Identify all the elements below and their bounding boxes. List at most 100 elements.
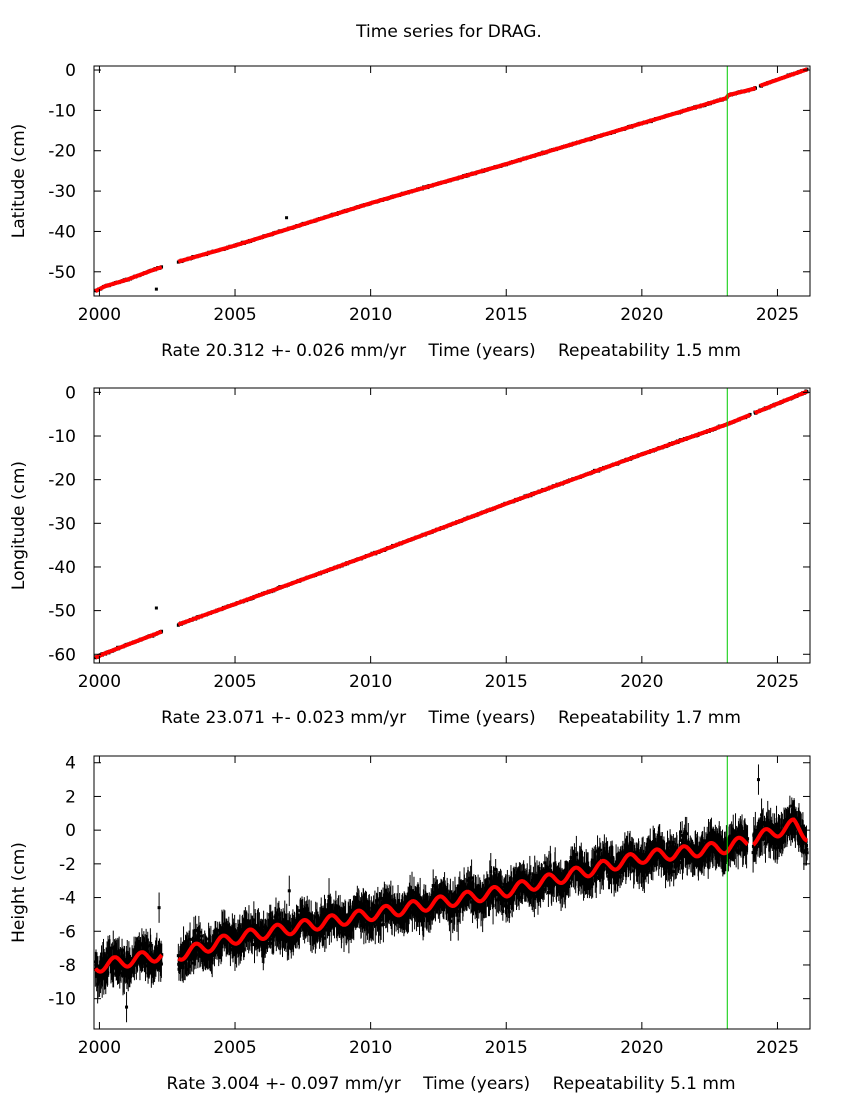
y-axis-label: Latitude (cm) xyxy=(9,124,29,239)
x-tick-label: 2015 xyxy=(485,672,528,692)
plot-frame xyxy=(93,65,811,297)
data-point xyxy=(325,924,329,928)
x-tick-label: 2000 xyxy=(78,672,121,692)
x-tick-label: 2025 xyxy=(756,672,799,692)
data-point xyxy=(212,953,216,957)
data-point xyxy=(182,941,186,945)
data-point xyxy=(323,936,327,940)
data-point xyxy=(410,889,414,893)
data-point xyxy=(373,904,377,908)
data-point xyxy=(119,971,123,975)
data-point xyxy=(143,941,147,945)
data-point xyxy=(413,912,417,916)
data-point xyxy=(268,937,272,941)
data-point xyxy=(396,920,400,924)
data-point xyxy=(362,905,366,909)
data-point xyxy=(187,964,191,968)
x-axis-label: Rate 23.071 +- 0.023 mm/yr Time (years) … xyxy=(161,708,741,728)
model-curve xyxy=(93,67,808,293)
x-tick-label: 2005 xyxy=(213,672,256,692)
rate-label: Rate 20.312 +- 0.026 mm/yr xyxy=(161,341,406,361)
data-point xyxy=(471,909,475,913)
data-point xyxy=(389,898,393,902)
data-point xyxy=(287,945,291,949)
data-point xyxy=(101,957,105,961)
data-point xyxy=(149,952,153,956)
data-point xyxy=(221,927,225,931)
data-point xyxy=(327,921,331,925)
data-point xyxy=(185,967,189,971)
data-point xyxy=(353,903,357,907)
data-point xyxy=(329,924,333,928)
data-point xyxy=(451,892,455,896)
x-tick-label: 2000 xyxy=(78,305,121,325)
data-point xyxy=(283,918,287,922)
data-point xyxy=(111,946,115,950)
data-point xyxy=(379,923,383,927)
data-point xyxy=(227,927,231,931)
data-point xyxy=(115,968,119,972)
y-tick-label: 0 xyxy=(65,383,76,403)
data-point xyxy=(446,908,450,912)
data-point xyxy=(272,929,276,933)
data-point xyxy=(194,928,198,932)
data-point xyxy=(299,925,303,929)
data-point xyxy=(125,956,129,960)
plot-frame xyxy=(93,387,811,664)
data-point xyxy=(191,938,195,942)
y-tick-label: 0 xyxy=(65,61,76,81)
x-tick-label: 2015 xyxy=(485,305,528,325)
data-point xyxy=(358,917,362,921)
data-point xyxy=(467,897,471,901)
data-point xyxy=(222,922,226,926)
data-point xyxy=(418,919,422,923)
outlier-point xyxy=(285,216,289,220)
data-point xyxy=(177,967,181,971)
data-point xyxy=(367,921,371,925)
data-point xyxy=(489,870,493,874)
data-point xyxy=(198,930,202,934)
data-point xyxy=(216,928,220,932)
data-point xyxy=(252,918,256,922)
y-tick-label: -40 xyxy=(48,558,76,578)
data-point xyxy=(190,961,194,965)
figure-title: Time series for DRAG. xyxy=(356,22,542,42)
data-point xyxy=(403,913,407,917)
y-tick-label: -30 xyxy=(48,182,76,202)
data-point xyxy=(140,960,144,964)
data-point xyxy=(201,958,205,962)
data-point xyxy=(247,921,251,925)
y-tick-label: -20 xyxy=(48,142,76,162)
panel-height: 2000 2005 2010 2015 2020 2025420-2-4-6-8-10He… xyxy=(9,754,811,1094)
data-point xyxy=(322,907,326,911)
data-point xyxy=(137,939,141,943)
data-point xyxy=(478,884,482,888)
data-point xyxy=(373,924,377,928)
panel-longitude: 2000 2005 2010 2015 2020 2025 0 -10 -20 -30 -40 -50… xyxy=(9,383,811,728)
rate-label: Rate 23.071 +- 0.023 mm/yr xyxy=(161,708,406,728)
data-point xyxy=(277,937,281,941)
data-point xyxy=(387,912,391,916)
data-point xyxy=(145,959,149,963)
data-point xyxy=(321,927,325,931)
y-tick-label: -50 xyxy=(48,263,76,283)
x-tick-label: 2010 xyxy=(349,305,392,325)
data-point xyxy=(129,960,133,964)
data-point xyxy=(488,877,492,881)
y-axis-label: Longitude (cm) xyxy=(9,461,29,590)
data-point xyxy=(491,904,495,908)
observation-points xyxy=(93,764,809,1023)
y-tick-label: -10 xyxy=(48,427,76,447)
data-point xyxy=(242,947,246,951)
data-point xyxy=(95,960,99,964)
data-point xyxy=(465,893,469,897)
data-point xyxy=(412,890,416,894)
data-point xyxy=(277,913,281,917)
data-point xyxy=(476,887,480,891)
data-point xyxy=(160,953,164,957)
data-point xyxy=(467,894,471,898)
data-point xyxy=(376,898,380,902)
data-point xyxy=(319,933,323,937)
data-point xyxy=(142,954,146,958)
